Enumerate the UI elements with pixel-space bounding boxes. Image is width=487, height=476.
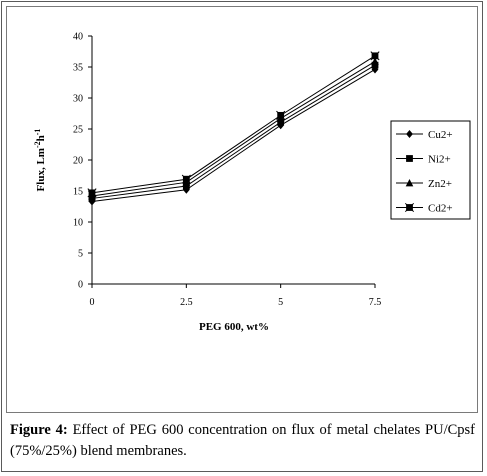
- y-tick-label: 30: [73, 94, 83, 105]
- y-axis-title-main: Flux, Lm: [35, 148, 47, 191]
- y-axis-title-sup2: -1: [33, 129, 42, 136]
- legend-marker-ni2: [406, 155, 413, 162]
- data-point-cd2: [370, 51, 380, 61]
- chart-axes: [91, 36, 375, 285]
- legend-box: [390, 120, 471, 220]
- caption-label: Figure 4:: [10, 422, 68, 438]
- legend-marker-cu2: [406, 130, 413, 138]
- legend-label-ni2: Ni2+: [428, 154, 451, 166]
- legend-label-cd2: Cd2+: [428, 203, 453, 215]
- legend-item-ni2: Ni2+: [396, 154, 451, 166]
- flux-line-chart: 0 5 10 15 20 25 30 35 40 0 2.5 5 7.5 PEG 600, wt% F…: [33, 32, 471, 333]
- caption-text: Effect of PEG 600 concentration on flux …: [10, 422, 476, 459]
- series-zn2: [88, 57, 379, 200]
- y-tick-label: 10: [73, 218, 83, 229]
- x-tick-label: 5: [278, 297, 283, 308]
- x-tick-label: 0: [90, 297, 95, 308]
- series-line-ni2: [91, 64, 376, 199]
- legend-label-zn2: Zn2+: [428, 178, 452, 190]
- y-tick-label: 15: [73, 187, 83, 198]
- data-point-cu2: [371, 65, 379, 74]
- legend-label-cu2: Cu2+: [428, 129, 453, 141]
- series-line-cu2: [91, 69, 376, 203]
- data-point-cd2: [181, 174, 191, 184]
- figure-outer-frame: [1, 1, 483, 472]
- data-point-zn2: [371, 57, 379, 65]
- series-line-zn2: [91, 60, 376, 197]
- series-layer: [87, 51, 380, 206]
- legend-item-cd2: Cd2+: [396, 203, 453, 215]
- y-tick-label: 0: [78, 280, 83, 291]
- y-axis-title-sup1: -2: [33, 141, 42, 148]
- legend: Cu2+ Ni2+ Zn2+ Cd2+: [390, 120, 471, 220]
- y-tick-label: 5: [78, 249, 83, 260]
- x-axis-title: PEG 600, wt%: [199, 321, 269, 333]
- chart-frame: [6, 6, 478, 413]
- series-line-cd2: [91, 55, 376, 194]
- data-point-ni2: [182, 182, 190, 190]
- y-tick-label: 25: [73, 125, 83, 136]
- y-axis-ticks: 0 5 10 15 20 25 30 35 40: [73, 32, 92, 291]
- legend-item-zn2: Zn2+: [396, 178, 452, 190]
- series-ni2: [88, 61, 379, 202]
- y-tick-label: 40: [73, 32, 83, 43]
- y-tick-label: 35: [73, 63, 83, 74]
- legend-marker-zn2: [405, 179, 414, 187]
- data-point-ni2: [371, 61, 379, 69]
- data-point-cd2: [276, 110, 286, 120]
- figure-caption: Figure 4: Effect of PEG 600 concentratio…: [10, 420, 475, 462]
- legend-marker-cd2: [404, 202, 415, 213]
- legend-item-cu2: Cu2+: [396, 129, 453, 141]
- y-axis-title: Flux, Lm-2h-1: [33, 129, 47, 192]
- data-point-ni2: [277, 118, 285, 126]
- series-cd2: [87, 51, 380, 198]
- x-tick-label: 7.5: [369, 297, 382, 308]
- series-cu2: [88, 65, 379, 206]
- x-axis-ticks: 0 2.5 5 7.5: [90, 284, 382, 308]
- y-axis-title-mid: h: [35, 135, 47, 141]
- data-point-cd2: [87, 188, 97, 198]
- y-tick-label: 20: [73, 156, 83, 167]
- x-tick-label: 2.5: [180, 297, 193, 308]
